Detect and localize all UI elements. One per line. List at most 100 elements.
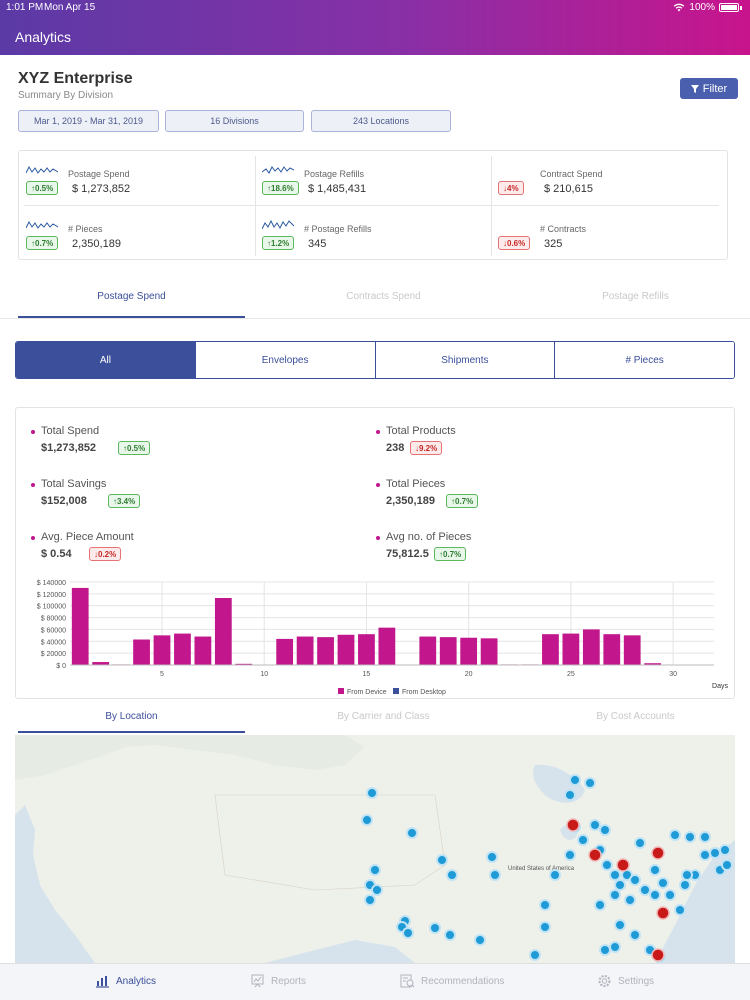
- alert-location-marker[interactable]: [656, 906, 670, 920]
- location-marker[interactable]: [624, 894, 636, 906]
- tab-by-location[interactable]: By Location: [105, 711, 158, 722]
- location-marker[interactable]: [486, 851, 498, 863]
- bar-day-6[interactable]: [174, 633, 191, 665]
- location-marker[interactable]: [371, 884, 383, 896]
- segment-shipments[interactable]: Shipments: [375, 342, 556, 378]
- location-marker[interactable]: [366, 787, 378, 799]
- location-marker[interactable]: [564, 789, 576, 801]
- filter-button[interactable]: Filter: [680, 78, 738, 99]
- location-marker[interactable]: [569, 774, 581, 786]
- bar-day-7[interactable]: [194, 636, 212, 665]
- location-marker[interactable]: [699, 831, 711, 843]
- location-marker[interactable]: [444, 929, 456, 941]
- location-marker[interactable]: [721, 859, 733, 871]
- bar-day-20[interactable]: [460, 637, 478, 665]
- location-marker[interactable]: [436, 854, 448, 866]
- location-marker[interactable]: [601, 859, 613, 871]
- bottom-tab-settings[interactable]: Settings: [597, 974, 654, 988]
- bar-day-5[interactable]: [153, 635, 171, 665]
- locations-chip[interactable]: 243 Locations: [311, 110, 451, 132]
- bar-day-16[interactable]: [378, 627, 396, 665]
- bar-day-2[interactable]: [92, 662, 110, 665]
- segment-envelopes[interactable]: Envelopes: [195, 342, 376, 378]
- bar-day-14[interactable]: [337, 634, 355, 665]
- bar-day-8[interactable]: [214, 598, 232, 665]
- location-marker[interactable]: [406, 827, 418, 839]
- location-marker[interactable]: [657, 877, 669, 889]
- kpi-pieces[interactable]: # Pieces ↑0.7% 2,350,189: [19, 206, 255, 260]
- kpi-postage-refills[interactable]: Postage Refills ↑18.6% $ 1,485,431: [255, 151, 491, 205]
- alert-location-marker[interactable]: [651, 948, 665, 962]
- location-marker[interactable]: [629, 929, 641, 941]
- location-marker[interactable]: [429, 922, 441, 934]
- tab-contracts-spend[interactable]: Contracts Spend: [346, 291, 421, 302]
- bar-day-27[interactable]: [603, 634, 621, 665]
- location-marker[interactable]: [446, 869, 458, 881]
- bar-day-15[interactable]: [358, 634, 375, 665]
- location-marker[interactable]: [599, 944, 611, 956]
- bar-day-29[interactable]: [644, 663, 662, 665]
- location-marker[interactable]: [474, 934, 486, 946]
- location-marker[interactable]: [664, 889, 676, 901]
- bar-day-18[interactable]: [419, 636, 437, 665]
- segment-pieces[interactable]: # Pieces: [555, 342, 734, 378]
- location-marker[interactable]: [639, 884, 651, 896]
- bottom-tab-reports[interactable]: Reports: [250, 974, 306, 988]
- location-marker[interactable]: [614, 879, 626, 891]
- tab-postage-refills[interactable]: Postage Refills: [602, 291, 669, 302]
- location-marker[interactable]: [649, 889, 661, 901]
- location-marker[interactable]: [699, 849, 711, 861]
- location-marker[interactable]: [539, 921, 551, 933]
- bar-day-19[interactable]: [439, 637, 457, 665]
- location-marker[interactable]: [634, 837, 646, 849]
- location-marker[interactable]: [489, 869, 501, 881]
- kpi-contracts[interactable]: # Contracts ↓0.6% 325: [491, 206, 727, 260]
- location-marker[interactable]: [364, 894, 376, 906]
- alert-location-marker[interactable]: [566, 818, 580, 832]
- location-marker[interactable]: [594, 899, 606, 911]
- bar-day-11[interactable]: [276, 638, 294, 665]
- kpi-postage-spend[interactable]: Postage Spend ↑0.5% $ 1,273,852: [19, 151, 255, 205]
- location-marker[interactable]: [609, 889, 621, 901]
- location-marker[interactable]: [549, 869, 561, 881]
- location-marker[interactable]: [614, 919, 626, 931]
- bar-day-21[interactable]: [480, 638, 498, 665]
- divisions-chip[interactable]: 16 Divisions: [165, 110, 304, 132]
- location-marker[interactable]: [361, 814, 373, 826]
- location-marker[interactable]: [719, 844, 731, 856]
- alert-location-marker[interactable]: [616, 858, 630, 872]
- bar-day-12[interactable]: [296, 636, 314, 665]
- location-marker[interactable]: [589, 819, 601, 831]
- location-marker[interactable]: [649, 864, 661, 876]
- bar-day-13[interactable]: [317, 637, 334, 665]
- date-range-chip[interactable]: Mar 1, 2019 - Mar 31, 2019: [18, 110, 159, 132]
- tab-by-carrier-and-class[interactable]: By Carrier and Class: [337, 711, 430, 722]
- location-marker[interactable]: [577, 834, 589, 846]
- location-marker[interactable]: [609, 941, 621, 953]
- location-marker[interactable]: [402, 927, 414, 939]
- kpi-postage-refills-count[interactable]: # Postage Refills ↑1.2% 345: [255, 206, 491, 260]
- locations-map[interactable]: United States of America: [15, 735, 735, 963]
- location-marker[interactable]: [679, 879, 691, 891]
- tab-postage-spend[interactable]: Postage Spend: [97, 291, 166, 302]
- location-marker[interactable]: [669, 829, 681, 841]
- bar-day-1[interactable]: [71, 587, 89, 665]
- location-marker[interactable]: [709, 847, 721, 859]
- location-marker[interactable]: [584, 777, 596, 789]
- bar-day-28[interactable]: [623, 635, 641, 665]
- kpi-contract-spend[interactable]: Contract Spend ↓4% $ 210,615: [491, 151, 727, 205]
- alert-location-marker[interactable]: [651, 846, 665, 860]
- location-marker[interactable]: [539, 899, 551, 911]
- bar-day-25[interactable]: [562, 633, 580, 665]
- segment-all[interactable]: All: [16, 342, 196, 378]
- location-marker[interactable]: [369, 864, 381, 876]
- location-marker[interactable]: [609, 869, 621, 881]
- bar-day-26[interactable]: [582, 629, 600, 665]
- location-marker[interactable]: [674, 904, 686, 916]
- alert-location-marker[interactable]: [588, 848, 602, 862]
- location-marker[interactable]: [681, 869, 693, 881]
- bar-day-4[interactable]: [133, 639, 150, 665]
- location-marker[interactable]: [564, 849, 576, 861]
- location-marker[interactable]: [629, 874, 641, 886]
- location-marker[interactable]: [684, 831, 696, 843]
